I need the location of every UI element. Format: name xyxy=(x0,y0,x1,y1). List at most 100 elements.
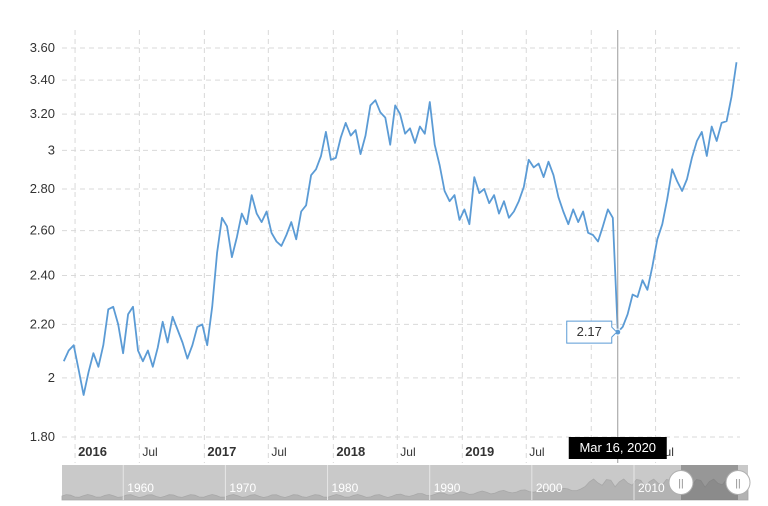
data-point[interactable] xyxy=(519,182,529,192)
data-point[interactable] xyxy=(108,302,118,312)
data-point[interactable] xyxy=(707,122,717,132)
navigator[interactable]: 1960 1970 1980 1990 2000 2010 || || xyxy=(61,465,751,501)
data-point[interactable] xyxy=(153,343,163,353)
data-point[interactable] xyxy=(88,348,98,358)
data-point[interactable] xyxy=(395,109,405,119)
data-point[interactable] xyxy=(727,92,737,102)
data-point[interactable] xyxy=(558,207,568,217)
data-point[interactable] xyxy=(598,221,608,231)
data-point[interactable] xyxy=(385,140,395,150)
data-point[interactable] xyxy=(232,232,242,242)
data-point[interactable] xyxy=(420,129,430,139)
data-point[interactable] xyxy=(697,127,707,137)
navigator-left-handle[interactable] xyxy=(668,470,694,495)
data-point[interactable] xyxy=(454,215,464,225)
data-point[interactable] xyxy=(311,164,321,174)
data-point[interactable] xyxy=(262,207,272,217)
data-point[interactable] xyxy=(252,209,262,219)
navigator-right-handle[interactable] xyxy=(725,470,751,495)
series-line[interactable] xyxy=(62,62,738,396)
data-point[interactable] xyxy=(98,340,108,350)
data-point[interactable] xyxy=(74,365,84,375)
data-point[interactable] xyxy=(390,100,400,110)
data-point[interactable] xyxy=(633,292,643,302)
data-point[interactable] xyxy=(514,196,524,206)
data-point[interactable] xyxy=(440,186,450,196)
data-point[interactable] xyxy=(563,219,573,229)
data-point[interactable] xyxy=(197,319,207,329)
data-point[interactable] xyxy=(479,184,489,194)
data-point[interactable] xyxy=(286,217,296,227)
data-point[interactable] xyxy=(276,241,286,251)
data-point[interactable] xyxy=(425,97,435,107)
data-point[interactable] xyxy=(222,221,232,231)
data-point[interactable] xyxy=(642,285,652,295)
data-point[interactable] xyxy=(568,204,578,214)
data-point[interactable] xyxy=(163,338,173,348)
data-point[interactable] xyxy=(450,190,460,200)
data-point[interactable] xyxy=(410,138,420,148)
data-point[interactable] xyxy=(608,213,618,223)
data-point[interactable] xyxy=(459,204,469,214)
data-point[interactable] xyxy=(677,186,687,196)
data-point[interactable] xyxy=(217,213,227,223)
data-point[interactable] xyxy=(257,217,267,227)
data-point[interactable] xyxy=(573,217,583,227)
data-point[interactable] xyxy=(291,234,301,244)
data-point[interactable] xyxy=(128,302,138,312)
data-point[interactable] xyxy=(212,248,222,258)
data-point[interactable] xyxy=(578,207,588,217)
data-point[interactable] xyxy=(647,261,657,271)
data-point[interactable] xyxy=(593,237,603,247)
data-point[interactable] xyxy=(242,219,252,229)
data-point[interactable] xyxy=(539,172,549,182)
data-point[interactable] xyxy=(370,95,380,105)
data-point[interactable] xyxy=(316,151,326,161)
data-point[interactable] xyxy=(59,356,69,366)
data-point[interactable] xyxy=(360,131,370,141)
data-point[interactable] xyxy=(113,319,123,329)
data-point[interactable] xyxy=(652,234,662,244)
data-point[interactable] xyxy=(69,340,79,350)
data-point[interactable] xyxy=(682,174,692,184)
data-point[interactable] xyxy=(133,345,143,355)
data-point[interactable] xyxy=(177,338,187,348)
data-point[interactable] xyxy=(731,57,741,67)
data-point[interactable] xyxy=(227,252,237,262)
data-point[interactable] xyxy=(637,275,647,285)
data-point[interactable] xyxy=(341,118,351,128)
data-point[interactable] xyxy=(143,345,153,355)
data-point[interactable] xyxy=(464,219,474,229)
data-point[interactable] xyxy=(548,170,558,180)
data-point[interactable] xyxy=(722,116,732,126)
data-point[interactable] xyxy=(182,354,192,364)
data-point[interactable] xyxy=(544,157,554,167)
data-point[interactable] xyxy=(553,192,563,202)
data-point[interactable] xyxy=(662,194,672,204)
data-point[interactable] xyxy=(494,209,504,219)
data-point[interactable] xyxy=(469,172,479,182)
data-point[interactable] xyxy=(79,390,89,400)
data-point[interactable] xyxy=(281,230,291,240)
data-point[interactable] xyxy=(712,136,722,146)
data-point[interactable] xyxy=(405,123,415,133)
data-point[interactable] xyxy=(207,302,217,312)
data-point[interactable] xyxy=(158,317,168,327)
data-point[interactable] xyxy=(356,149,366,159)
data-point[interactable] xyxy=(301,200,311,210)
data-point[interactable] xyxy=(534,159,544,169)
data-point[interactable] xyxy=(138,356,148,366)
data-point[interactable] xyxy=(202,340,212,350)
data-point[interactable] xyxy=(499,196,509,206)
data-point[interactable] xyxy=(168,312,178,322)
data-point[interactable] xyxy=(336,132,346,142)
data-point[interactable] xyxy=(187,340,197,350)
data-point[interactable] xyxy=(687,153,697,163)
data-point[interactable] xyxy=(623,309,633,319)
data-point[interactable] xyxy=(430,140,440,150)
data-point[interactable] xyxy=(351,125,361,135)
data-point[interactable] xyxy=(331,153,341,163)
data-point[interactable] xyxy=(380,113,390,123)
data-point[interactable] xyxy=(657,219,667,229)
